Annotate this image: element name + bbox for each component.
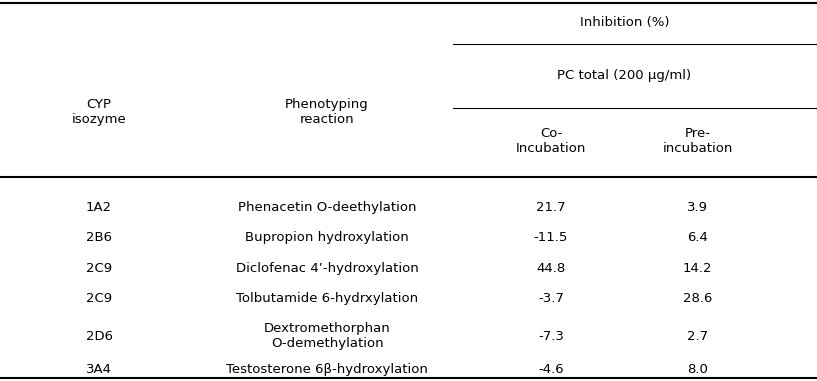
Text: 28.6: 28.6 bbox=[683, 292, 712, 305]
Text: 14.2: 14.2 bbox=[683, 261, 712, 275]
Text: 2C9: 2C9 bbox=[86, 261, 112, 275]
Text: CYP
isozyme: CYP isozyme bbox=[72, 98, 127, 126]
Text: Co-
Incubation: Co- Incubation bbox=[516, 127, 586, 155]
Text: 2D6: 2D6 bbox=[86, 330, 113, 343]
Text: Phenacetin O-deethylation: Phenacetin O-deethylation bbox=[238, 201, 417, 214]
Text: PC total (200 μg/ml): PC total (200 μg/ml) bbox=[557, 69, 691, 82]
Text: 21.7: 21.7 bbox=[536, 201, 566, 214]
Text: -11.5: -11.5 bbox=[534, 231, 568, 244]
Text: 8.0: 8.0 bbox=[687, 362, 708, 376]
Text: 2C9: 2C9 bbox=[86, 292, 112, 305]
Text: 2.7: 2.7 bbox=[687, 330, 708, 343]
Text: Diclofenac 4’-hydroxylation: Diclofenac 4’-hydroxylation bbox=[235, 261, 418, 275]
Text: 44.8: 44.8 bbox=[537, 261, 565, 275]
Text: Inhibition (%): Inhibition (%) bbox=[579, 16, 669, 29]
Text: Pre-
incubation: Pre- incubation bbox=[663, 127, 733, 155]
Text: Testosterone 6β-hydroxylation: Testosterone 6β-hydroxylation bbox=[226, 362, 428, 376]
Text: -3.7: -3.7 bbox=[538, 292, 564, 305]
Text: Bupropion hydroxylation: Bupropion hydroxylation bbox=[245, 231, 409, 244]
Text: 3A4: 3A4 bbox=[86, 362, 112, 376]
Text: Tolbutamide 6-hydrxylation: Tolbutamide 6-hydrxylation bbox=[236, 292, 418, 305]
Text: Dextromethorphan
O-demethylation: Dextromethorphan O-demethylation bbox=[264, 322, 391, 350]
Text: Phenotyping
reaction: Phenotyping reaction bbox=[285, 98, 369, 126]
Text: 2B6: 2B6 bbox=[86, 231, 112, 244]
Text: -4.6: -4.6 bbox=[538, 362, 564, 376]
Text: 3.9: 3.9 bbox=[687, 201, 708, 214]
Text: 1A2: 1A2 bbox=[86, 201, 112, 214]
Text: 6.4: 6.4 bbox=[687, 231, 708, 244]
Text: -7.3: -7.3 bbox=[538, 330, 564, 343]
